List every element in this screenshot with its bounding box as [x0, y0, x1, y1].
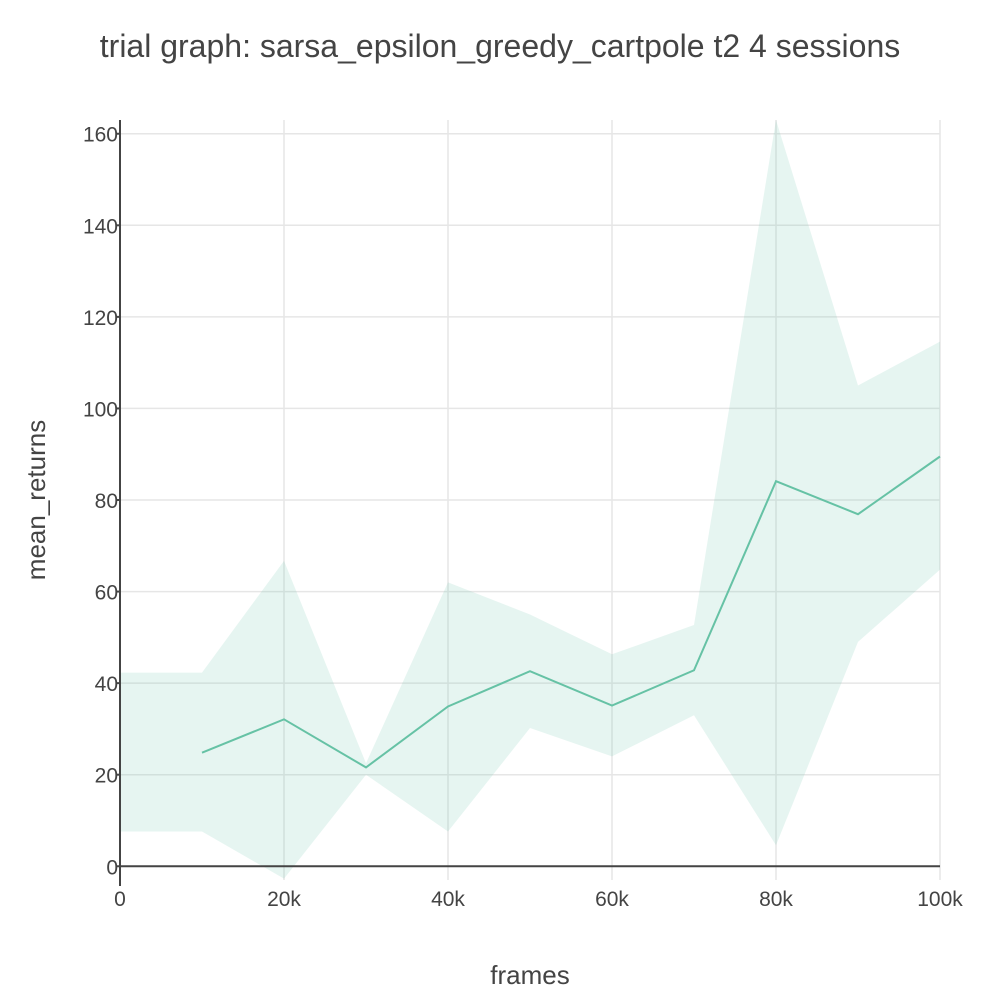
y-tick-label: 120 [83, 307, 118, 330]
confidence-band [120, 120, 940, 879]
chart-title: trial graph: sarsa_epsilon_greedy_cartpo… [99, 28, 901, 64]
x-tick-label: 60k [595, 888, 629, 911]
axes [116, 120, 940, 886]
y-tick-label: 160 [83, 124, 118, 147]
x-tick-label: 0 [114, 888, 126, 911]
series-line [201, 455, 941, 769]
y-tick-label: 20 [95, 765, 118, 788]
x-tick-label: 40k [431, 888, 465, 911]
y-tick-label: 0 [106, 856, 118, 879]
y-tick-label: 140 [83, 215, 118, 238]
grid-lines [120, 120, 941, 880]
y-tick-label: 100 [83, 398, 118, 421]
x-tick-label: 20k [267, 888, 301, 911]
y-tick-label: 40 [95, 673, 118, 696]
y-axis-label: mean_returns [21, 420, 51, 580]
x-tick-label: 80k [759, 888, 793, 911]
y-tick-label: 80 [95, 490, 118, 513]
series-line-layer [201, 455, 941, 769]
y-tick-label: 60 [95, 582, 118, 605]
x-tick-label: 100k [917, 888, 963, 911]
x-axis-label: frames [490, 960, 569, 990]
confidence-band-layer [120, 120, 940, 879]
tick-labels: 0 20 40 60 80 100 120 140 160 0 20k 40k 60k 80k 100k [83, 124, 963, 911]
